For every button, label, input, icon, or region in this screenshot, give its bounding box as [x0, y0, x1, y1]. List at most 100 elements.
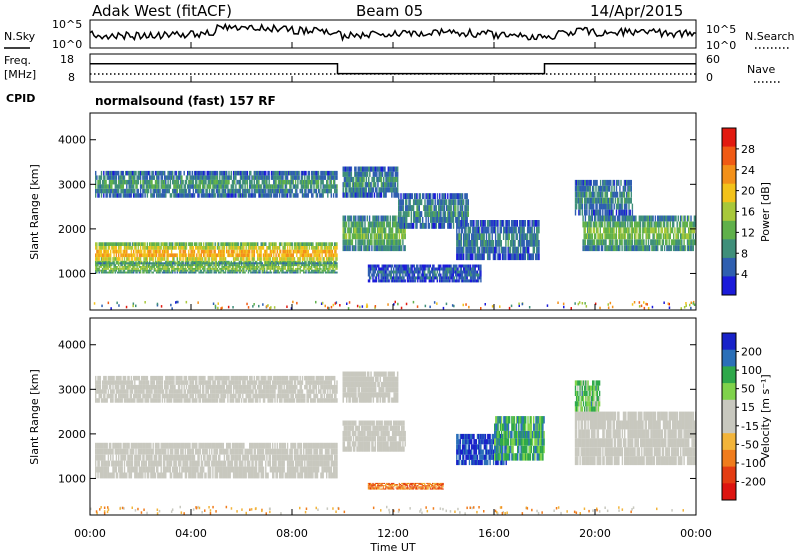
- power-cell: [346, 245, 347, 251]
- power-cell: [177, 270, 178, 272]
- power-cell: [149, 180, 150, 185]
- power-cell: [468, 274, 469, 277]
- power-cell: [477, 271, 478, 274]
- power-cell: [323, 189, 324, 194]
- power-cell: [454, 271, 455, 274]
- power-cell: [257, 250, 258, 254]
- freq-tick-high: 18: [60, 53, 74, 66]
- power-cell: [295, 268, 296, 270]
- power-cell: [343, 187, 345, 192]
- power-cell: [161, 253, 162, 257]
- power-cell: [495, 233, 496, 240]
- power-cell: [188, 253, 189, 257]
- power-cell: [208, 257, 209, 261]
- power-cell: [401, 271, 402, 274]
- power-cell: [360, 227, 361, 233]
- power-cell: [306, 253, 307, 257]
- power-cell: [421, 265, 422, 268]
- power-cell: [617, 245, 618, 251]
- power-cell: [446, 217, 447, 223]
- power-cell: [382, 274, 383, 277]
- power-cell: [348, 216, 349, 222]
- power-cell: [329, 242, 330, 246]
- power-cell: [118, 242, 119, 246]
- power-cell: [525, 233, 526, 240]
- power-cell: [259, 264, 260, 266]
- power-cell: [615, 233, 616, 239]
- power-cell: [399, 245, 400, 251]
- power-cell: [514, 220, 515, 227]
- power-cell: [196, 268, 197, 270]
- power-cell: [215, 180, 216, 185]
- power-cell: [263, 246, 264, 250]
- power-cell: [300, 253, 301, 257]
- power-cell: [453, 223, 454, 229]
- power-cell: [304, 171, 305, 176]
- power-cell: [167, 175, 168, 180]
- power-cell: [125, 242, 126, 246]
- power-cell: [265, 262, 266, 264]
- power-cell: [585, 216, 586, 222]
- power-cell: [461, 276, 462, 279]
- power-cell: [311, 189, 312, 194]
- power-cell: [603, 227, 604, 233]
- power-cell: [280, 175, 281, 180]
- power-cell: [336, 246, 337, 250]
- power-cell: [325, 268, 326, 270]
- power-cell: [447, 274, 448, 277]
- power-cell: [233, 272, 234, 274]
- power-cell: [125, 266, 126, 268]
- power-cell: [445, 276, 446, 279]
- power-cell: [159, 250, 160, 254]
- power-cell: [470, 247, 471, 254]
- power-cell: [478, 220, 479, 227]
- power-cell: [107, 253, 108, 257]
- power-cell: [612, 233, 613, 239]
- power-cell: [167, 250, 168, 254]
- power-cell: [306, 250, 307, 254]
- power-cell: [379, 233, 380, 239]
- power-cell: [200, 268, 201, 270]
- power-cell: [445, 265, 446, 268]
- power-cell: [125, 180, 126, 185]
- power-cell: [158, 171, 159, 176]
- power-cell: [97, 257, 98, 261]
- power-cell: [259, 268, 260, 270]
- power-cell: [525, 253, 526, 260]
- power-cell: [588, 239, 589, 245]
- power-cell: [266, 268, 267, 270]
- power-cell: [290, 253, 291, 257]
- power-cell: [329, 264, 330, 266]
- power-cell: [181, 266, 182, 268]
- power-cell: [120, 175, 121, 180]
- power-cell: [590, 233, 591, 239]
- power-cell: [203, 193, 204, 198]
- power-cell: [478, 227, 479, 234]
- power-cell: [601, 222, 602, 228]
- power-cell: [285, 171, 286, 176]
- power-cell: [422, 217, 423, 223]
- power-cell: [325, 264, 326, 266]
- power-cell: [311, 270, 312, 272]
- power-cell: [431, 217, 432, 223]
- power-cell: [123, 268, 124, 270]
- power-cell: [186, 268, 187, 270]
- power-cell: [473, 279, 474, 282]
- power-cell: [538, 253, 539, 260]
- power-cell: [236, 268, 237, 270]
- power-cell: [219, 272, 220, 274]
- power-cell: [293, 184, 294, 189]
- power-cell: [313, 180, 314, 185]
- power-cell: [132, 257, 133, 261]
- power-cell: [295, 175, 296, 180]
- power-cell: [452, 217, 453, 223]
- power-cell: [238, 262, 239, 264]
- power-cell: [287, 250, 288, 254]
- power-cell: [257, 266, 258, 268]
- power-cell: [179, 257, 180, 261]
- power-cell: [179, 270, 180, 272]
- power-cell: [266, 264, 267, 266]
- power-cell: [140, 246, 141, 250]
- power-cell: [116, 175, 117, 180]
- power-cell: [468, 271, 469, 274]
